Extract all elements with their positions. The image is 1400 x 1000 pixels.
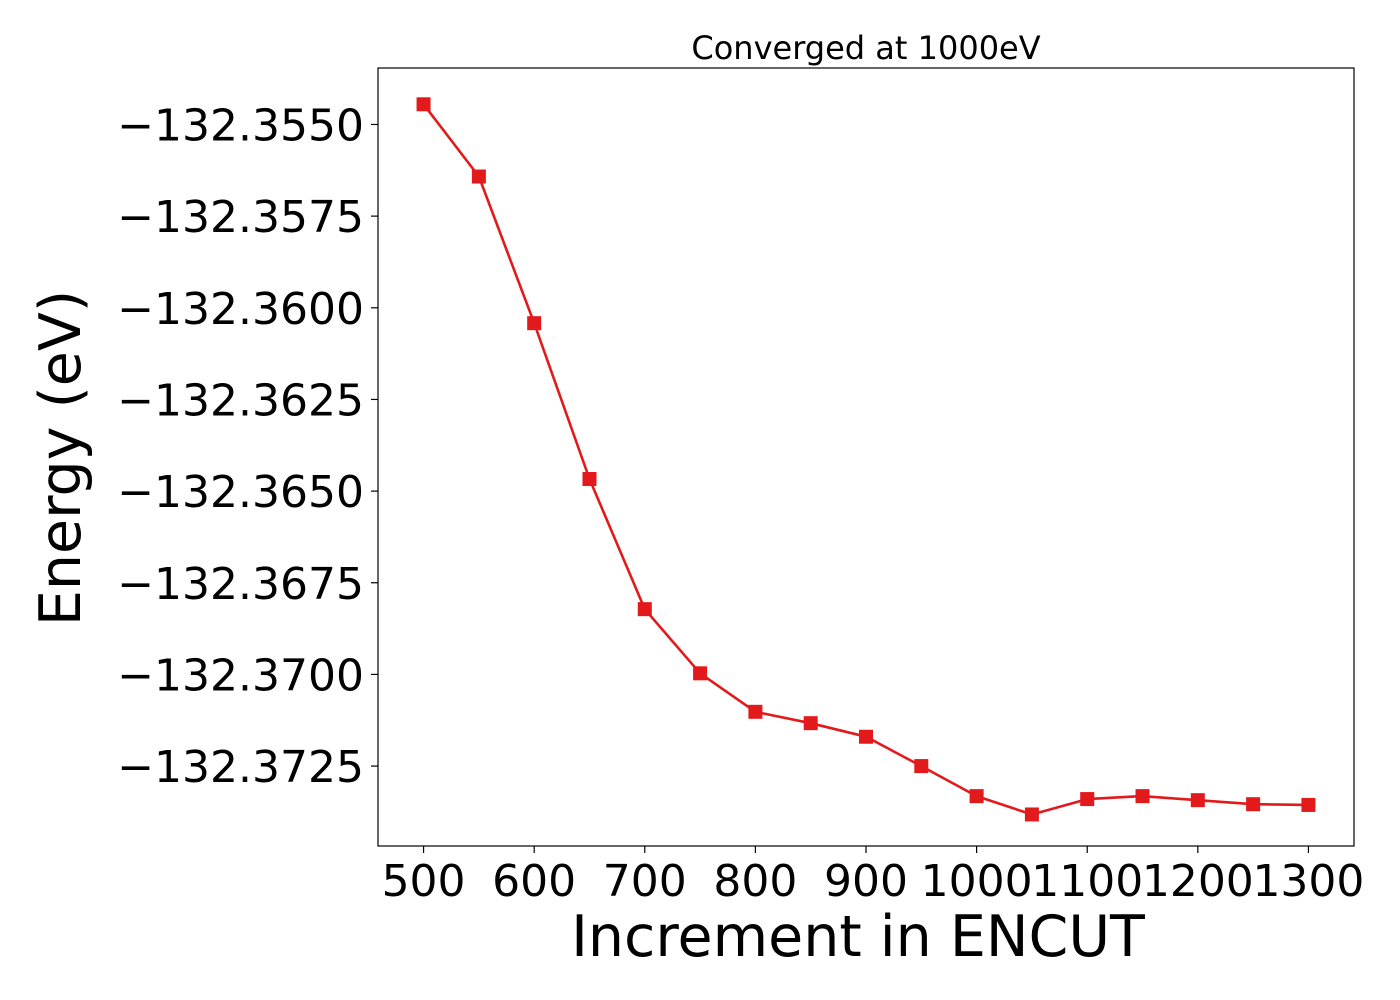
chart-title: Converged at 1000eV <box>691 29 1040 67</box>
x-tick-label: 1000 <box>921 856 1033 907</box>
data-point <box>748 704 763 719</box>
data-point <box>803 716 818 731</box>
x-tick-label: 1200 <box>1142 856 1254 907</box>
y-tick-label: −132.3575 <box>117 192 364 243</box>
data-point <box>527 316 542 331</box>
data-point <box>637 602 652 617</box>
data-point <box>1080 792 1095 807</box>
data-point <box>1246 797 1261 812</box>
y-tick-label: −132.3700 <box>117 650 364 701</box>
x-axis-label: Increment in ENCUT <box>571 904 1145 970</box>
x-tick-label: 1300 <box>1252 856 1364 907</box>
data-point <box>416 97 431 112</box>
data-point <box>1024 807 1039 822</box>
data-point <box>1301 797 1316 812</box>
y-axis-label: Energy (eV) <box>28 290 94 626</box>
data-point <box>471 169 486 184</box>
x-tick-label: 500 <box>382 856 466 907</box>
y-tick-label: −132.3675 <box>117 559 364 610</box>
data-point <box>1190 793 1205 808</box>
y-tick-label: −132.3725 <box>117 742 364 793</box>
data-point <box>859 729 873 744</box>
data-point <box>582 471 597 486</box>
x-tick-label: 800 <box>713 856 797 907</box>
data-point <box>1135 789 1150 804</box>
data-point <box>693 666 708 681</box>
y-axis: −132.3550 −132.3575 −132.3600 −132.3625 −132… <box>117 100 378 793</box>
y-tick-label: −132.3600 <box>117 284 364 335</box>
y-tick-label: −132.3650 <box>117 467 364 518</box>
y-tick-label: −132.3550 <box>117 100 364 151</box>
data-point <box>914 759 929 774</box>
data-point <box>969 789 984 804</box>
x-tick-label: 600 <box>492 856 576 907</box>
x-tick-label: 900 <box>824 856 908 907</box>
x-tick-label: 700 <box>603 856 687 907</box>
series-group <box>416 97 1316 822</box>
y-tick-label: −132.3625 <box>117 375 364 426</box>
x-tick-label: 1100 <box>1031 856 1143 907</box>
